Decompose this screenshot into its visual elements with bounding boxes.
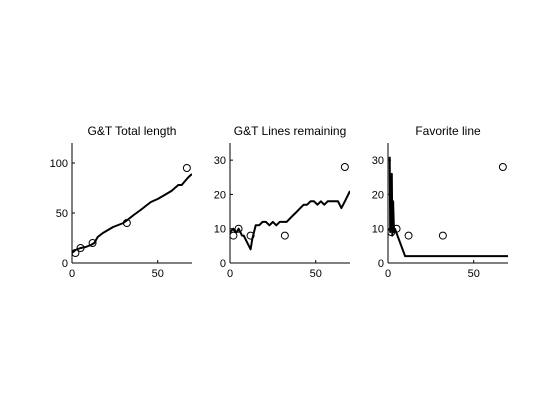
- data-point-marker: [72, 249, 80, 257]
- data-point-marker: [88, 239, 97, 247]
- data-point-marker: [76, 244, 85, 252]
- data-point-marker: [404, 231, 413, 240]
- chart-panel-3: 0 10 20 30 0 50 Favorite line: [372, 124, 508, 280]
- x-tick-label: 50: [152, 268, 164, 280]
- chart-title: G&T Lines remaining: [234, 124, 347, 138]
- data-point-marker: [230, 231, 238, 240]
- data-point-marker: [246, 231, 255, 240]
- chart-panel-2: 0 10 20 30 0 50 G&T Lines remaining: [214, 124, 350, 280]
- y-tick-label: 30: [372, 155, 384, 167]
- data-point-marker: [392, 224, 401, 233]
- chart-title: Favorite line: [415, 124, 481, 138]
- data-line: [230, 190, 350, 251]
- y-tick-label: 100: [50, 158, 68, 170]
- data-point-marker: [340, 163, 349, 171]
- data-point-marker: [234, 224, 243, 233]
- data-line: [388, 156, 508, 258]
- data-point-marker: [182, 164, 191, 172]
- plot-area: [230, 163, 350, 251]
- x-tick-label: 0: [385, 268, 391, 280]
- x-tick-label: 0: [69, 268, 75, 280]
- y-tick-label: 10: [372, 224, 384, 236]
- y-tick-label: 0: [62, 258, 68, 270]
- y-tick-label: 0: [378, 258, 384, 270]
- data-point-marker: [438, 231, 447, 240]
- y-tick-label: 10: [214, 224, 226, 236]
- y-tick-label: 30: [214, 155, 226, 167]
- chart-panel-1: 0 50 100 0 50 G&T Total length: [50, 124, 192, 280]
- data-line: [72, 173, 192, 254]
- x-tick-label: 50: [310, 268, 322, 280]
- y-tick-label: 20: [372, 189, 384, 201]
- chart-title: G&T Total length: [88, 124, 177, 138]
- y-tick-label: 50: [56, 208, 68, 220]
- data-point-marker: [498, 163, 507, 171]
- x-tick-label: 0: [227, 268, 233, 280]
- y-tick-label: 0: [220, 258, 226, 270]
- data-point-marker: [122, 219, 131, 227]
- data-point-marker: [280, 231, 289, 240]
- x-tick-label: 50: [468, 268, 480, 280]
- y-tick-label: 20: [214, 189, 226, 201]
- plot-area: [72, 164, 192, 257]
- plot-area: [388, 156, 508, 258]
